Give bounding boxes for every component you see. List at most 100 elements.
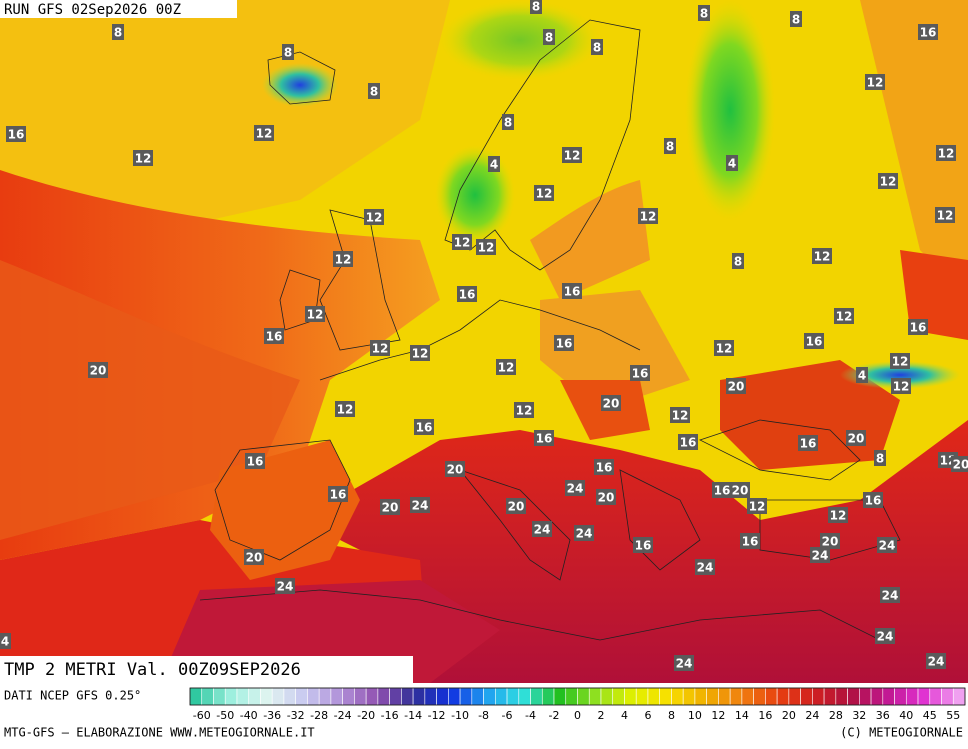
legend-swatch	[635, 687, 649, 706]
label-box	[891, 378, 911, 394]
isotherm-label: 8	[532, 0, 540, 14]
label-box	[918, 24, 938, 40]
legend-tick-label: -16	[381, 709, 399, 722]
isotherm-label: 12	[716, 342, 733, 356]
label-box	[877, 537, 897, 553]
label-box	[740, 533, 760, 549]
legend-tick-label: 20	[782, 709, 796, 722]
label-box	[828, 507, 848, 523]
label-box	[834, 308, 854, 324]
isotherm-label: 16	[920, 26, 937, 40]
isotherm-label: 12	[749, 500, 766, 514]
label-box	[865, 74, 885, 90]
isotherm-label: 24	[277, 580, 294, 594]
isotherm-label: 20	[90, 364, 107, 378]
label-box	[574, 525, 594, 541]
isotherm-label: 12	[498, 361, 515, 375]
isotherm-label: 12	[337, 403, 354, 417]
legend-swatch	[389, 687, 402, 706]
label-box	[812, 248, 832, 264]
legend-swatch	[318, 687, 332, 706]
map-background	[0, 0, 968, 683]
label-box	[245, 453, 265, 469]
legend-swatch	[448, 687, 461, 706]
label-box	[565, 480, 585, 496]
legend-swatch	[342, 687, 355, 706]
isotherm-label: 8	[284, 46, 292, 60]
legend-swatch	[788, 687, 801, 706]
legend-tick-label: -8	[478, 709, 489, 722]
label-box	[502, 114, 514, 130]
legend-swatch	[365, 687, 379, 706]
label-box	[790, 11, 802, 27]
legend-swatch	[659, 687, 672, 706]
label-box	[264, 328, 284, 344]
label-box	[874, 450, 886, 466]
isotherm-label: 16	[556, 337, 573, 351]
isotherm-label: 16	[865, 494, 882, 508]
label-box	[0, 633, 11, 649]
legend-swatch	[812, 687, 825, 706]
isotherm-label: 8	[792, 13, 800, 27]
label-box	[601, 395, 621, 411]
isotherm-label: 4	[1, 635, 9, 649]
label-box	[726, 155, 738, 171]
isotherm-label: 24	[879, 539, 896, 553]
label-box	[476, 239, 496, 255]
legend-swatch	[882, 687, 895, 706]
label-box	[506, 498, 526, 514]
label-box	[712, 482, 732, 498]
label-box	[670, 407, 690, 423]
legend-swatch	[248, 687, 261, 706]
isotherm-label: 12	[536, 187, 553, 201]
label-box	[534, 430, 554, 446]
legend-swatch	[765, 687, 778, 706]
legend-swatch	[753, 687, 766, 706]
isotherm-label: 4	[858, 369, 866, 383]
legend-swatch	[236, 687, 250, 706]
run-box	[0, 0, 237, 18]
isotherm-label: 24	[882, 589, 899, 603]
isotherm-label: 20	[382, 501, 399, 515]
legend-swatch	[459, 687, 473, 706]
legend-swatch	[271, 687, 285, 706]
isotherm-label: 8	[593, 41, 601, 55]
label-box	[936, 145, 956, 161]
legend-swatch	[706, 687, 719, 706]
legend-swatch	[600, 687, 614, 706]
label-box	[695, 559, 715, 575]
legend-swatch	[201, 687, 214, 706]
credit: MTG-GFS – ELABORAZIONE WWW.METEOGIORNALE…	[4, 726, 315, 740]
label-box	[846, 430, 866, 446]
legend-tick-label: -28	[310, 709, 328, 722]
isotherm-label: 16	[330, 488, 347, 502]
label-box	[282, 44, 294, 60]
isotherm-label: 20	[822, 535, 839, 549]
legend-swatch	[483, 687, 496, 706]
isotherm-label: 24	[576, 527, 593, 541]
legend-tick-label: -10	[451, 709, 469, 722]
isotherm-label: 16	[8, 128, 25, 142]
label-box	[370, 340, 390, 356]
label-box	[6, 126, 26, 142]
label-box	[445, 461, 465, 477]
isotherm-label: 16	[247, 455, 264, 469]
legend-tick-label: -60	[193, 709, 211, 722]
legend-tick-label: -40	[240, 709, 258, 722]
isotherm-label: 24	[567, 482, 584, 496]
label-box	[414, 419, 434, 435]
isotherm-label: 8	[876, 452, 884, 466]
label-box	[488, 156, 500, 172]
legend-swatch	[260, 687, 273, 706]
label-box	[863, 492, 883, 508]
isotherm-label: 12	[937, 209, 954, 223]
legend-swatch	[495, 687, 508, 706]
copyright: (C) METEOGIORNALE	[840, 726, 963, 740]
isotherm-label: 12	[938, 147, 955, 161]
legend-tick-label: -50	[216, 709, 234, 722]
label-box	[638, 208, 658, 224]
legend-swatch	[729, 687, 743, 706]
isotherm-label: 8	[114, 26, 122, 40]
label-box	[244, 549, 264, 565]
